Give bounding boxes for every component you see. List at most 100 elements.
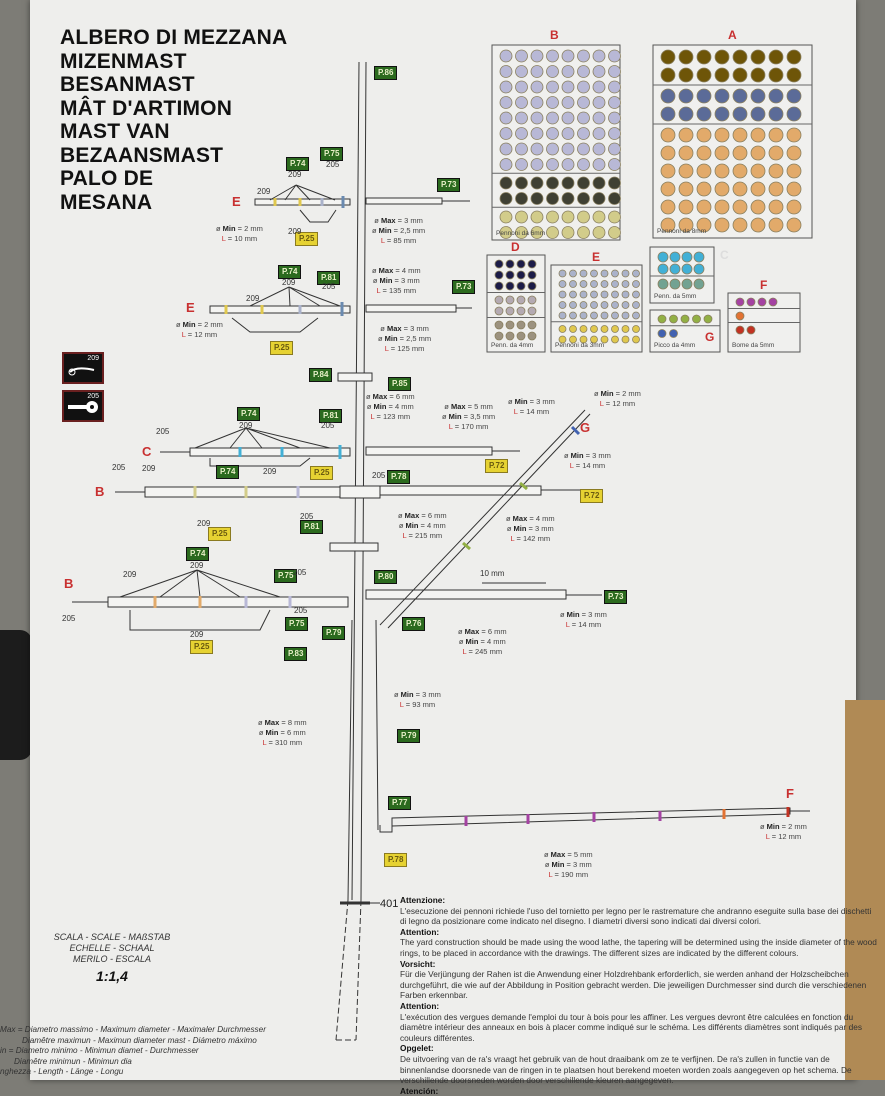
ring-swatch	[746, 325, 756, 335]
yard-e-upper	[254, 197, 470, 206]
diameter-symbol: ø	[398, 511, 405, 520]
dim-length: L = 125 mm	[378, 344, 431, 354]
ring-swatch	[499, 192, 513, 205]
dim-max: ø Max = 5 mm	[544, 850, 593, 860]
dim-key: L	[765, 832, 770, 841]
ring-swatch	[608, 192, 621, 205]
dim-value: = 4 mm	[393, 266, 421, 275]
dim-value: = 170 mm	[452, 422, 489, 431]
ring-swatch	[530, 65, 544, 78]
dim-value: = 245 mm	[466, 647, 503, 656]
ring-swatch	[577, 192, 590, 205]
dim-key: Max	[550, 850, 566, 859]
ring-swatch	[693, 278, 705, 290]
dim-key: L	[569, 461, 574, 470]
yard-e-lower	[209, 304, 472, 314]
part-tag: P.81	[300, 520, 324, 534]
ring-swatch	[577, 176, 590, 190]
dimension-label: ø Max = 8 mm ø Min = 6 mm L = 310 mm	[258, 718, 307, 748]
dim-key: Max	[512, 514, 528, 523]
dim-value: = 6 mm	[479, 627, 507, 636]
dim-key: L	[565, 620, 570, 629]
dim-key: Min	[566, 610, 580, 619]
dim-length: L = 135 mm	[372, 286, 421, 296]
ring-swatch	[561, 49, 575, 63]
ring-swatch	[611, 280, 619, 288]
ring-swatch	[577, 111, 590, 125]
ring-swatch	[579, 311, 588, 320]
ring-swatch	[735, 311, 745, 321]
ring-swatch	[590, 280, 598, 288]
part-tag: P.74	[237, 407, 261, 421]
dim-key: L	[402, 531, 407, 540]
part-tag: P.80	[374, 570, 398, 584]
ring-swatch	[505, 270, 515, 280]
ring-swatch	[768, 181, 784, 197]
ring-swatch	[768, 88, 784, 104]
ring-swatch	[611, 290, 619, 299]
abbreviation-legend: Max = Diametro massimo - Maximum diamete…	[0, 1025, 266, 1078]
dimension-label: ø Max = 3 mm ø Min = 2,5 mm L = 85 mm	[372, 216, 425, 246]
dim-key: L	[384, 344, 389, 353]
ring-swatch	[592, 226, 606, 239]
ring-swatch	[750, 217, 766, 233]
ring-swatch	[714, 106, 730, 122]
dim-value: = 6 mm	[387, 392, 415, 401]
ring-swatch	[590, 335, 598, 344]
ring-box-label: Pennoni da 8mm	[657, 228, 707, 235]
ring-swatch	[714, 49, 730, 65]
ring-swatch	[621, 335, 630, 344]
ring-swatch	[499, 96, 513, 109]
ring-swatch	[577, 142, 590, 156]
diameter-symbol: ø	[506, 524, 514, 533]
ring-swatch	[558, 301, 567, 309]
dim-key: L	[448, 422, 453, 431]
ring-swatch	[696, 127, 712, 143]
ring-swatch	[611, 311, 619, 320]
dim-key: L	[370, 412, 375, 421]
ring-swatch	[499, 49, 513, 63]
ring-swatch	[592, 49, 606, 63]
ring-swatch	[499, 176, 513, 190]
diameter-symbol: ø	[378, 334, 385, 343]
ring-swatch	[561, 176, 575, 190]
ring-swatch	[696, 145, 712, 161]
dim-length: L = 245 mm	[458, 647, 507, 657]
dimension-label: ø Max = 5 mm ø Min = 3 mm L = 190 mm	[544, 850, 593, 880]
ring-swatch	[657, 251, 669, 263]
dim-max: ø Max = 6 mm	[398, 511, 447, 521]
ring-swatch	[516, 295, 526, 305]
dim-key: Max	[464, 627, 480, 636]
title-line: BEZAANSMAST	[60, 143, 224, 167]
part-tag: P.76	[402, 617, 426, 631]
ring-swatch	[608, 80, 621, 94]
ring-swatch	[681, 263, 693, 275]
ring-swatch	[546, 226, 559, 239]
ring-swatch	[750, 127, 766, 143]
dim-min: ø Min = 3 mm	[544, 860, 593, 870]
part-tag: P.25	[208, 527, 232, 541]
ring-swatch	[558, 335, 567, 344]
ring-box-label: Bome da 5mm	[732, 342, 775, 349]
ring-swatch	[561, 96, 575, 109]
dim-key: Min	[182, 320, 196, 329]
dim-length: L = 215 mm	[398, 531, 447, 541]
ring-swatch	[786, 127, 802, 143]
ring-swatch	[696, 163, 712, 179]
scale-line: ECHELLE - SCHAAL	[69, 943, 155, 953]
ring-swatch	[735, 297, 745, 307]
ring-swatch	[505, 306, 515, 316]
ring-swatch	[768, 297, 778, 307]
plan-title: ALBERO DI MEZZANA MIZENMAST BESANMAST MÂT D…	[60, 26, 287, 214]
part-tag: P.78	[387, 470, 411, 484]
ring-swatch	[527, 295, 537, 305]
ring-swatch	[786, 145, 802, 161]
ring-swatch	[530, 80, 544, 94]
ring-swatch	[732, 49, 748, 65]
ring-swatch	[579, 325, 588, 333]
ring-swatch	[714, 163, 730, 179]
ring-swatch	[592, 96, 606, 109]
ring-swatch	[678, 145, 694, 161]
dim-value: = 3 mm	[413, 690, 441, 699]
dim-max: ø Max = 4 mm	[372, 266, 421, 276]
